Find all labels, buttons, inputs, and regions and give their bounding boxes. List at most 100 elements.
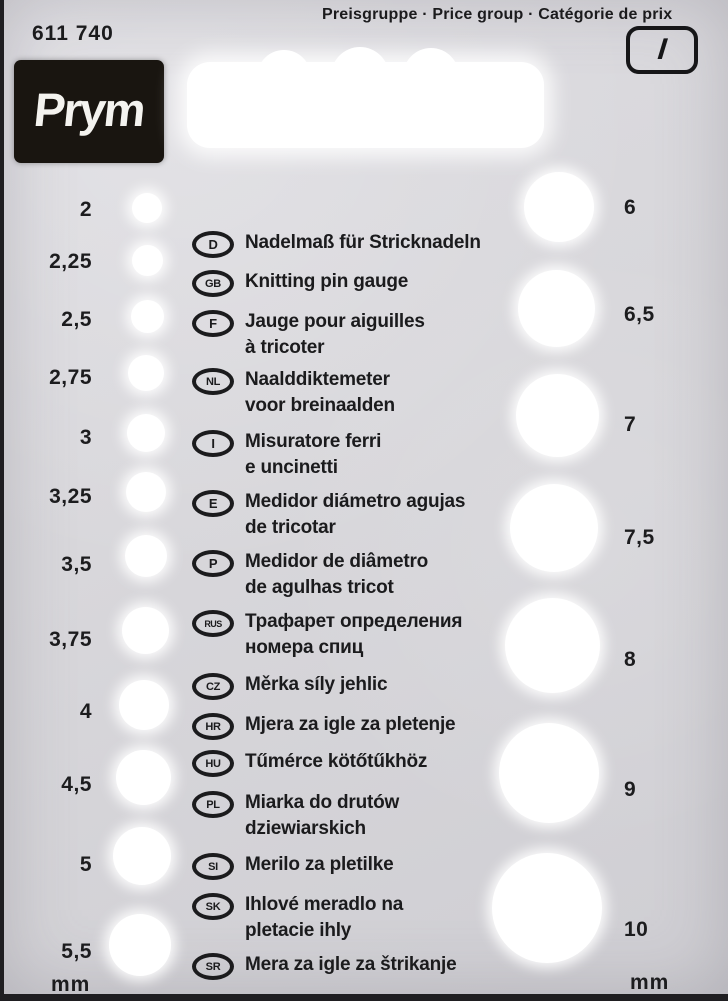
language-text-line: Трафарет определения — [245, 611, 463, 632]
language-description: Jauge pour aiguilles à tricoter — [245, 309, 425, 361]
size-label: 3,25 — [49, 485, 92, 508]
gauge-hole-right-5 — [499, 723, 599, 823]
article-number: 611 740 — [32, 22, 114, 45]
language-text-line: Medidor de diâmetro — [245, 551, 429, 572]
language-row: NL Naalddiktemeter voor breinaalden — [192, 367, 395, 419]
language-code-badge: SI — [192, 853, 234, 880]
size-label: 6,5 — [624, 303, 655, 326]
language-description: Трафарет определения номера спиц — [245, 609, 462, 661]
language-text-line: Knitting pin gauge — [245, 271, 409, 292]
language-text-line: Merilo za pletilke — [245, 854, 394, 875]
gauge-hole-left-0 — [132, 193, 162, 223]
language-code-badge: P — [192, 550, 234, 577]
gauge-hole-left-11 — [109, 914, 171, 976]
size-label: 3 — [79, 426, 92, 449]
language-text-line: Miarka do drutów — [245, 792, 400, 813]
slot-bump-3 — [403, 48, 459, 104]
language-text-line: Jauge pour aiguilles — [245, 311, 425, 332]
language-text-line: à tricoter — [245, 337, 325, 358]
language-row: I Misuratore ferri e uncinetti — [192, 429, 381, 481]
language-code-badge: NL — [192, 368, 234, 395]
price-group-box: I — [626, 26, 698, 74]
prym-logo: Prym — [14, 60, 164, 163]
language-text-line: Mjera za igle za pletenje — [245, 714, 456, 735]
language-text-line: номера спиц — [245, 637, 364, 658]
gauge-hole-left-8 — [119, 680, 169, 730]
language-text-line: Ihlové meradlo na — [245, 894, 404, 915]
size-label: 7 — [624, 413, 637, 436]
size-label: 2,25 — [49, 250, 92, 273]
gauge-hole-left-6 — [125, 535, 167, 577]
language-code-badge: PL — [192, 791, 234, 818]
language-text-line: pletacie ihly — [245, 920, 352, 941]
language-row: PL Miarka do drutów dziewiarskich — [192, 790, 399, 842]
slot-bump-2 — [331, 47, 389, 105]
language-description: Medidor de diâmetro de agulhas tricot — [245, 549, 428, 601]
language-code-badge: HR — [192, 713, 234, 740]
brand-wordmark: Prym — [31, 83, 147, 136]
language-text-line: Tűmérce kötőtűkhöz — [245, 751, 428, 772]
language-code-badge: RUS — [192, 610, 234, 637]
gauge-hole-left-2 — [130, 299, 164, 333]
size-label: 2,75 — [49, 366, 92, 389]
language-row: SR Mera za igle za štrikanje — [192, 952, 457, 980]
size-label: 4,5 — [61, 773, 92, 796]
size-label: 5,5 — [61, 940, 92, 963]
language-description: Merilo za pletilke — [245, 852, 394, 878]
language-row: D Nadelmaß für Stricknadeln — [192, 230, 481, 258]
language-description: Ihlové meradlo na pletacie ihly — [245, 892, 403, 944]
gauge-hole-right-2 — [515, 373, 599, 457]
language-text-line: e uncinetti — [245, 457, 338, 478]
unit-label-right: mm — [630, 971, 670, 994]
size-label: 3,75 — [49, 628, 92, 651]
language-row: CZ Měrka síly jehlic — [192, 672, 388, 700]
language-description: Naalddiktemeter voor breinaalden — [245, 367, 395, 419]
language-row: RUS Трафарет определения номера спиц — [192, 609, 462, 661]
gauge-hole-left-4 — [127, 414, 165, 452]
language-text-line: Misuratore ferri — [245, 431, 382, 452]
language-code-badge: F — [192, 310, 234, 337]
slot-bump-1 — [257, 50, 311, 104]
language-code-badge: E — [192, 490, 234, 517]
language-description: Medidor diámetro agujas de tricotar — [245, 489, 465, 541]
language-description: Misuratore ferri e uncinetti — [245, 429, 381, 481]
size-label: 3,5 — [61, 553, 92, 576]
gauge-hole-left-5 — [126, 472, 166, 512]
language-row: GB Knitting pin gauge — [192, 269, 408, 297]
language-description: Miarka do drutów dziewiarskich — [245, 790, 399, 842]
language-text-line: Medidor diámetro agujas — [245, 491, 466, 512]
unit-label-left: mm — [51, 973, 91, 996]
language-code-badge: D — [192, 231, 234, 258]
language-description: Tűmérce kötőtűkhöz — [245, 749, 427, 775]
gauge-hole-right-4 — [504, 597, 600, 693]
language-row: HU Tűmérce kötőtűkhöz — [192, 749, 427, 777]
gauge-hole-right-0 — [524, 172, 594, 242]
gauge-hole-left-3 — [128, 355, 164, 391]
language-description: Mjera za igle za pletenje — [245, 712, 456, 738]
language-description: Mera za igle za štrikanje — [245, 952, 457, 978]
language-description: Knitting pin gauge — [245, 269, 408, 295]
size-label: 2,5 — [61, 308, 92, 331]
language-text-line: Nadelmaß für Stricknadeln — [245, 232, 481, 253]
gauge-hole-left-9 — [115, 749, 171, 805]
size-label: 10 — [624, 918, 649, 941]
size-label: 5 — [79, 853, 92, 876]
language-code-badge: SK — [192, 893, 234, 920]
language-row: SI Merilo za pletilke — [192, 852, 394, 880]
language-text-line: Mera za igle za štrikanje — [245, 954, 457, 975]
language-text-line: Naalddiktemeter — [245, 369, 390, 390]
language-row: P Medidor de diâmetro de agulhas tricot — [192, 549, 428, 601]
size-label: 2 — [79, 198, 92, 221]
language-row: SK Ihlové meradlo na pletacie ihly — [192, 892, 403, 944]
language-code-badge: GB — [192, 270, 234, 297]
language-code-badge: CZ — [192, 673, 234, 700]
gauge-hole-left-7 — [121, 606, 169, 654]
gauge-hole-right-6 — [492, 853, 602, 963]
language-description: Měrka síly jehlic — [245, 672, 388, 698]
language-row: E Medidor diámetro agujas de tricotar — [192, 489, 465, 541]
size-label: 9 — [624, 778, 637, 801]
language-row: F Jauge pour aiguilles à tricoter — [192, 309, 425, 361]
language-code-badge: HU — [192, 750, 234, 777]
language-code-badge: I — [192, 430, 234, 457]
